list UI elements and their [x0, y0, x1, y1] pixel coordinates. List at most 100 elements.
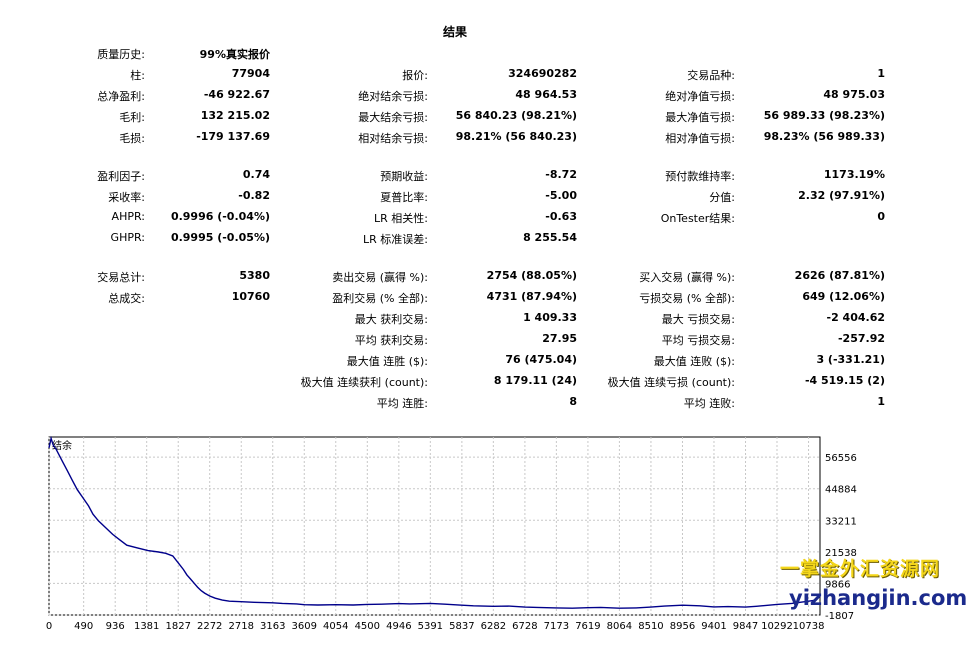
stat-label: 卖出交易 (赢得 %): [332, 271, 428, 284]
stat-label: 最大值 连败 ($): [653, 355, 735, 368]
x-tick-label: 6728 [512, 621, 537, 632]
stat-value: 3 (-331.21) [816, 353, 885, 366]
stat-label: 平均 连败: [683, 397, 735, 410]
stat-value: 4731 (87.94%) [486, 290, 577, 303]
x-tick-label: 3609 [292, 621, 317, 632]
stat-label: 最大 亏损交易: [661, 313, 735, 326]
x-tick-label: 4054 [323, 621, 348, 632]
stat-label: LR 相关性: [374, 212, 428, 225]
stat-label: 绝对净值亏损: [665, 90, 735, 103]
stat-value: 27.95 [542, 332, 577, 345]
stat-label: 交易品种: [687, 69, 735, 82]
x-tick-label: 1827 [166, 621, 191, 632]
stat-value: 5380 [239, 269, 270, 282]
stat-label: 绝对结余亏损: [358, 90, 428, 103]
x-tick-label: 8510 [638, 621, 663, 632]
stat-value: 1 [877, 395, 885, 408]
stat-label: OnTester结果: [660, 212, 735, 225]
stat-label: 毛损: [119, 132, 145, 145]
x-tick-label: 2272 [197, 621, 222, 632]
stat-value: -179 137.69 [196, 130, 270, 143]
report-title: 结果 [442, 25, 467, 39]
stat-value: -0.82 [238, 189, 270, 202]
stat-label: 平均 获利交易: [354, 334, 428, 347]
stat-label: 报价: [402, 69, 428, 82]
stat-value: 0 [877, 210, 885, 223]
chart-grid [48, 437, 820, 616]
stat-value: 56 989.33 (98.23%) [763, 109, 885, 122]
x-tick-label: 2718 [229, 621, 254, 632]
stat-value: 1 [877, 67, 885, 80]
stat-label: AHPR: [111, 210, 145, 223]
stat-value: 0.9996 (-0.04%) [170, 210, 270, 223]
stat-value: 2754 (88.05%) [486, 269, 577, 282]
y-axis-labels: 56556 44884 33211 21538 9866 -1807 [825, 453, 857, 622]
x-tick-label: 5391 [418, 621, 443, 632]
stat-label: 质量历史: [97, 48, 145, 61]
stat-label: GHPR: [110, 231, 145, 244]
stat-value: 48 975.03 [823, 88, 885, 101]
stat-label: 总净盈利: [97, 90, 145, 103]
y-tick-label: 56556 [825, 453, 857, 464]
x-tick-label: 9847 [733, 621, 758, 632]
stat-label: 分值: [709, 191, 735, 204]
stat-label: 柱: [130, 69, 145, 82]
plot-area [48, 436, 821, 616]
x-tick-label: 5837 [449, 621, 474, 632]
stat-label: 平均 连胜: [376, 397, 428, 410]
stat-value: 10760 [231, 290, 270, 303]
stat-label: 最大值 连胜 ($): [346, 355, 428, 368]
x-tick-label: 490 [74, 621, 93, 632]
stat-value: 649 (12.06%) [802, 290, 885, 303]
stat-label: 预付款维持率: [665, 170, 735, 183]
stat-label: 预期收益: [380, 170, 428, 183]
stat-value: 8 179.11 (24) [493, 374, 577, 387]
y-tick-label: 33211 [825, 516, 857, 527]
stat-value: -257.92 [837, 332, 885, 345]
stat-value: -46 922.67 [203, 88, 270, 101]
stat-label: 夏普比率: [380, 191, 428, 204]
watermark-url: yizhangjin.com [789, 586, 968, 610]
stat-value: 0.9995 (-0.05%) [170, 231, 270, 244]
x-tick-label: 3163 [260, 621, 285, 632]
x-tick-label: 0 [46, 621, 52, 632]
stat-label: 采收率: [108, 191, 145, 204]
stat-label: 交易总计: [97, 271, 145, 284]
stat-label: 最大结余亏损: [358, 111, 428, 124]
x-tick-label: 10738 [793, 621, 825, 632]
stat-label: 最大净值亏损: [665, 111, 735, 124]
stat-value: -5.00 [545, 189, 577, 202]
x-tick-label: 4500 [355, 621, 380, 632]
x-tick-label: 8064 [607, 621, 632, 632]
stat-value: 56 840.23 (98.21%) [455, 109, 577, 122]
stat-value: 0.74 [242, 168, 270, 181]
y-tick-label: 9866 [825, 579, 850, 590]
y-tick-label: 21538 [825, 548, 857, 559]
stat-label: LR 标准误差: [363, 233, 428, 246]
x-tick-label: 7173 [544, 621, 569, 632]
y-tick-label: -1807 [825, 611, 854, 622]
x-tick-label: 1381 [134, 621, 159, 632]
chart-title: 结余 [52, 439, 72, 452]
stat-label: 盈利交易 (% 全部): [332, 292, 428, 305]
stat-value: 2.32 (97.91%) [798, 189, 885, 202]
stat-value: 8 255.54 [523, 231, 577, 244]
stat-label: 相对结余亏损: [358, 132, 428, 145]
balance-line [48, 435, 817, 609]
stat-value: -4 519.15 (2) [804, 374, 885, 387]
stat-value: -8.72 [545, 168, 577, 181]
x-tick-label: 4946 [386, 621, 411, 632]
stat-label: 相对净值亏损: [665, 132, 735, 145]
x-axis-labels: 0 490 936 1381 1827 2272 2718 3163 3609 4054 4500 4… [46, 621, 825, 632]
stat-value: 99%真实报价 [199, 48, 270, 61]
stat-value: -2 404.62 [826, 311, 886, 324]
stat-label: 极大值 连续亏损 (count): [607, 376, 735, 389]
stat-value: 1 409.33 [523, 311, 577, 324]
stat-value: 98.23% (56 989.33) [763, 130, 885, 143]
stat-value: 1173.19% [823, 168, 885, 181]
stat-label: 极大值 连续获利 (count): [300, 376, 428, 389]
stat-value: 132 215.02 [200, 109, 270, 122]
x-tick-label: 10292 [761, 621, 793, 632]
stat-label: 盈利因子: [97, 170, 145, 183]
stat-value: 8 [569, 395, 577, 408]
